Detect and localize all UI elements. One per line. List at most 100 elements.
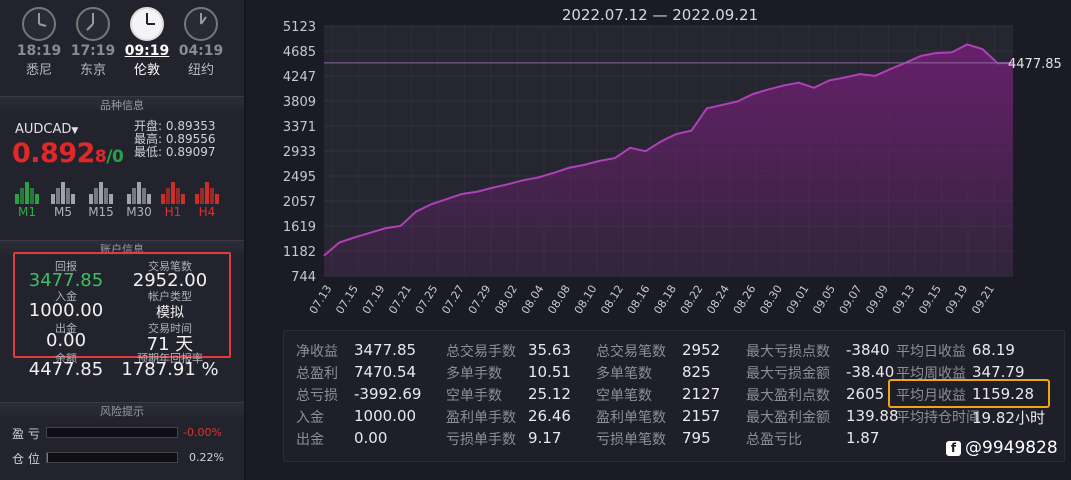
stat-value: 825 bbox=[682, 363, 711, 381]
stat-label: 平均持仓时间 bbox=[896, 410, 980, 426]
signal-bar bbox=[161, 194, 165, 204]
clock-tokyo[interactable]: 17:19 东京 bbox=[66, 6, 120, 78]
stat-label: 多单笔数 bbox=[596, 366, 652, 382]
signal-bars-icon bbox=[192, 178, 222, 204]
stat-row: 空单手数 25.12 bbox=[446, 385, 571, 407]
timeframe-m15[interactable]: M15 bbox=[86, 178, 116, 219]
signal-bar bbox=[142, 188, 146, 204]
low-value: 0.89097 bbox=[165, 145, 216, 159]
left-panel: 18:19 悉尼 17:19 东京 09:19 伦敦 04:19 纽约 品种信息… bbox=[0, 0, 246, 480]
signal-bar bbox=[94, 188, 98, 204]
stat-row: 平均持仓时间 19.82小时 bbox=[896, 407, 1045, 429]
signal-bar bbox=[210, 188, 214, 204]
risk-position-label: 仓 位 bbox=[12, 452, 40, 466]
signal-bar bbox=[171, 182, 175, 204]
price-sup: 8 bbox=[94, 147, 107, 167]
x-tick-label: 09.15 bbox=[916, 283, 944, 314]
y-tick-label: 4685 bbox=[283, 45, 316, 60]
x-tick-label: 08.08 bbox=[545, 283, 573, 314]
x-tick-label: 08.18 bbox=[651, 283, 679, 314]
account-type-value: 模拟 bbox=[118, 302, 222, 322]
stat-label: 最大亏损点数 bbox=[746, 344, 830, 360]
signal-bar bbox=[25, 182, 29, 204]
clock-new-york[interactable]: 04:19 纽约 bbox=[174, 6, 228, 78]
type-label: 帐户类型 bbox=[148, 290, 192, 303]
signal-bar bbox=[176, 188, 180, 204]
x-tick-label: 07.19 bbox=[360, 283, 388, 314]
timeframe-h4[interactable]: H4 bbox=[192, 178, 222, 219]
signal-bars-icon bbox=[12, 178, 42, 204]
clock-time: 18:19 bbox=[16, 43, 62, 59]
account-trades: 交易笔数 bbox=[118, 258, 222, 274]
timeframe-m30[interactable]: M30 bbox=[124, 178, 154, 219]
stat-label: 多单手数 bbox=[446, 366, 502, 382]
account-trades-value: 2952.00 bbox=[118, 270, 222, 291]
stats-column: 平均日收益 68.19 平均周收益 347.79 平均月收益 1159.28 平均持仓时间 1… bbox=[896, 341, 1045, 429]
clock-icon bbox=[22, 7, 56, 41]
clock-london[interactable]: 09:19 伦敦 bbox=[120, 6, 174, 78]
risk-position-bar bbox=[46, 452, 178, 463]
symbol-selector[interactable]: AUDCAD▼ bbox=[15, 122, 78, 137]
clock-time: 04:19 bbox=[178, 43, 224, 59]
clock-city: 伦敦 bbox=[133, 63, 160, 78]
stat-row: 出金 0.00 bbox=[296, 429, 387, 451]
signal-bar bbox=[66, 188, 70, 204]
signal-bar bbox=[71, 194, 75, 204]
timeframe-m5[interactable]: M5 bbox=[48, 178, 78, 219]
y-tick-label: 1182 bbox=[283, 245, 316, 260]
stat-label: 净收益 bbox=[296, 344, 338, 360]
timeframe-signals: M1 M5 M15 M30 H1 H4 bbox=[12, 178, 232, 222]
stat-row: 最大盈利点数 2605 bbox=[746, 385, 884, 407]
stat-value: 795 bbox=[682, 429, 711, 447]
stat-label: 总盈亏比 bbox=[746, 432, 802, 448]
signal-bar bbox=[61, 182, 65, 204]
product-section-title: 品种信息 bbox=[0, 96, 244, 112]
account-days-value: 71 天 bbox=[118, 330, 222, 356]
risk-pnl-bar bbox=[46, 427, 178, 438]
x-tick-label: 09.05 bbox=[810, 283, 838, 314]
stat-row: 平均周收益 347.79 bbox=[896, 363, 1025, 385]
stat-value: 10.51 bbox=[528, 363, 571, 381]
account-return-value: 3477.85 bbox=[14, 270, 118, 291]
signal-bar bbox=[99, 182, 103, 204]
account-withdraw: 出金 bbox=[14, 320, 118, 336]
stat-row: 总盈亏比 1.87 bbox=[746, 429, 879, 451]
symbol-label: AUDCAD bbox=[15, 122, 72, 137]
timeframe-m1[interactable]: M1 bbox=[12, 178, 42, 219]
stat-label: 盈利单手数 bbox=[446, 410, 516, 426]
stat-row: 净收益 3477.85 bbox=[296, 341, 416, 363]
trades-label: 交易笔数 bbox=[148, 260, 192, 273]
stat-row: 平均月收益 1159.28 bbox=[896, 385, 1034, 407]
signal-bar bbox=[109, 194, 113, 204]
y-tick-label: 2933 bbox=[283, 145, 316, 160]
signal-bar bbox=[51, 194, 55, 204]
stat-label: 空单笔数 bbox=[596, 388, 652, 404]
account-highlight-box bbox=[13, 252, 231, 358]
signal-bar bbox=[132, 188, 136, 204]
facebook-icon: f bbox=[946, 441, 961, 456]
account-days: 交易时间 bbox=[118, 320, 222, 336]
clock-city: 东京 bbox=[79, 63, 106, 78]
y-tick-label: 744 bbox=[291, 270, 316, 285]
balance-label: 余额 bbox=[55, 352, 77, 365]
stats-panel: 净收益 3477.85 总盈利 7470.54 总亏损 -3992.69 入金 1000.00… bbox=[283, 330, 1065, 462]
stat-label: 总交易笔数 bbox=[596, 344, 666, 360]
stat-label: 最大亏损金额 bbox=[746, 366, 830, 382]
account-return: 回报 bbox=[14, 258, 118, 274]
x-tick-label: 07.13 bbox=[307, 283, 335, 314]
stat-value: 7470.54 bbox=[354, 363, 417, 381]
x-tick-label: 07.25 bbox=[413, 283, 441, 314]
stat-value: 1159.28 bbox=[972, 385, 1035, 403]
watermark: f @9949828 bbox=[946, 438, 1058, 458]
x-tick-label: 08.30 bbox=[757, 283, 785, 314]
clock-icon bbox=[130, 7, 164, 41]
timeframe-h1[interactable]: H1 bbox=[158, 178, 188, 219]
balance-value: 4477.85 bbox=[28, 359, 104, 380]
clock-sydney[interactable]: 18:19 悉尼 bbox=[12, 6, 66, 78]
stat-value: -38.40 bbox=[846, 363, 895, 381]
signal-bars-icon bbox=[86, 178, 116, 204]
stat-row: 最大亏损金额 -38.40 bbox=[746, 363, 894, 385]
equity-line bbox=[323, 43, 1014, 257]
stat-value: 2952 bbox=[682, 341, 721, 359]
x-tick-label: 09.09 bbox=[863, 283, 891, 314]
